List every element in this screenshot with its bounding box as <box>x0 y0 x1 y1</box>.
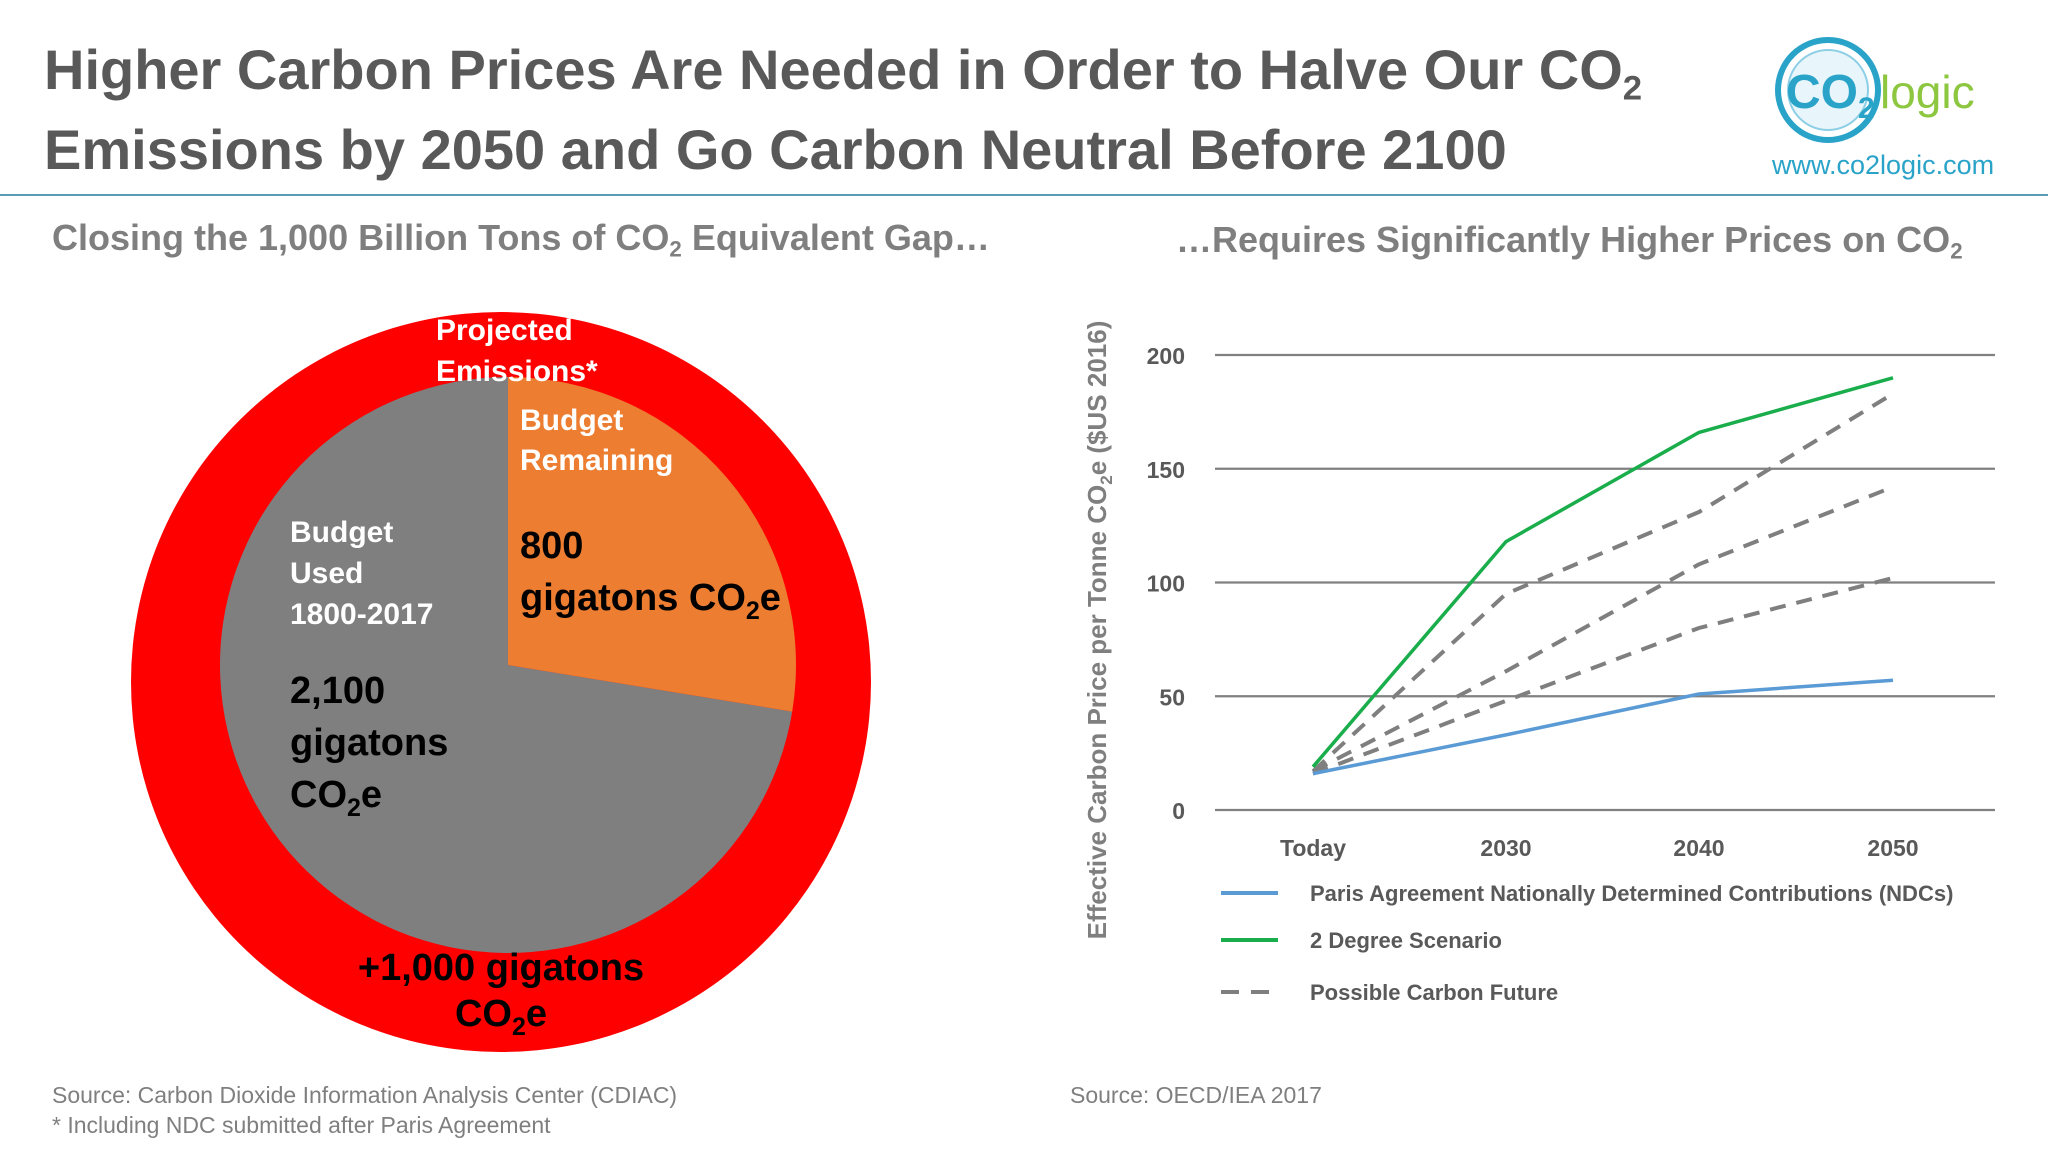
budget-remaining-value-line2: gigatons CO2e <box>520 577 781 625</box>
y-axis-ticks: 0 50 100 150 200 <box>1147 343 1185 824</box>
y-tick-label: 0 <box>1172 798 1185 824</box>
chart-series <box>1311 376 1895 776</box>
x-tick-label: 2050 <box>1867 835 1918 861</box>
legend-label: Paris Agreement Nationally Determined Co… <box>1310 881 1953 906</box>
projected-emissions-label-line2: Emissions* <box>436 355 598 388</box>
y-tick-label: 100 <box>1147 571 1185 597</box>
budget-used-label-line1: Budget <box>290 516 393 549</box>
budget-remaining-label-line2: Remaining <box>520 444 673 477</box>
x-tick-label: Today <box>1280 835 1346 861</box>
series-line <box>1311 376 1894 768</box>
logo-text-2: 2 <box>1858 92 1875 125</box>
y-tick-label: 200 <box>1147 343 1185 369</box>
series-line <box>1312 485 1894 774</box>
carbon-price-line-chart: 0 50 100 150 200 Today 2030 2040 2050 Effective… <box>1082 321 1995 1005</box>
budget-used-label-line2: Used <box>290 557 363 590</box>
page-title-line2: Emissions by 2050 and Go Carbon Neutral … <box>44 118 1507 181</box>
right-source: Source: OECD/IEA 2017 <box>1070 1082 1322 1108</box>
chart-legend: Paris Agreement Nationally Determined Co… <box>1221 881 1953 1005</box>
projected-emissions-value-line2: CO2e <box>455 993 547 1041</box>
y-axis-label: Effective Carbon Price per Tonne CO2e ($… <box>1082 321 1116 940</box>
y-tick-label: 150 <box>1147 457 1185 483</box>
budget-remaining-value-line1: 800 <box>520 525 583 567</box>
budget-used-label-line3: 1800-2017 <box>290 598 433 631</box>
right-subtitle: …Requires Significantly Higher Prices on… <box>1176 219 1963 264</box>
projected-emissions-label-line1: Projected <box>436 314 573 347</box>
legend-label: 2 Degree Scenario <box>1310 928 1502 953</box>
left-subtitle: Closing the 1,000 Billion Tons of CO2 Eq… <box>52 217 990 262</box>
legend-label: Possible Carbon Future <box>1310 980 1558 1005</box>
left-source: Source: Carbon Dioxide Information Analy… <box>52 1082 678 1108</box>
budget-remaining-label-line1: Budget <box>520 404 623 437</box>
x-tick-label: 2030 <box>1480 835 1531 861</box>
co2logic-logo: CO 2 logic <box>1775 37 1975 143</box>
series-line <box>1312 678 1894 776</box>
x-axis-ticks: Today 2030 2040 2050 <box>1280 835 1919 861</box>
emissions-budget-chart: Projected Emissions* Budget Remaining 80… <box>131 312 871 1052</box>
budget-used-value-line3: CO2e <box>290 774 382 822</box>
left-footnote: * Including NDC submitted after Paris Ag… <box>52 1112 551 1138</box>
budget-used-value-line1: 2,100 <box>290 670 385 712</box>
logo-url[interactable]: www.co2logic.com <box>1772 150 1995 180</box>
projected-emissions-value-line1: +1,000 gigatons <box>358 947 644 989</box>
chart-gridlines <box>1215 353 1995 812</box>
series-line <box>1311 391 1895 773</box>
logo-text-co: CO <box>1786 66 1858 119</box>
budget-used-slice <box>219 377 793 953</box>
budget-used-value-line2: gigatons <box>290 722 448 764</box>
logo-text-logic: logic <box>1880 66 1975 118</box>
series-line <box>1312 575 1894 776</box>
y-tick-label: 50 <box>1159 684 1185 710</box>
page-title-line1: Higher Carbon Prices Are Needed in Order… <box>44 38 1643 108</box>
logo-globe <box>1787 49 1869 131</box>
header-divider <box>0 194 2048 196</box>
budget-remaining-slice <box>508 377 796 712</box>
x-tick-label: 2040 <box>1673 835 1724 861</box>
